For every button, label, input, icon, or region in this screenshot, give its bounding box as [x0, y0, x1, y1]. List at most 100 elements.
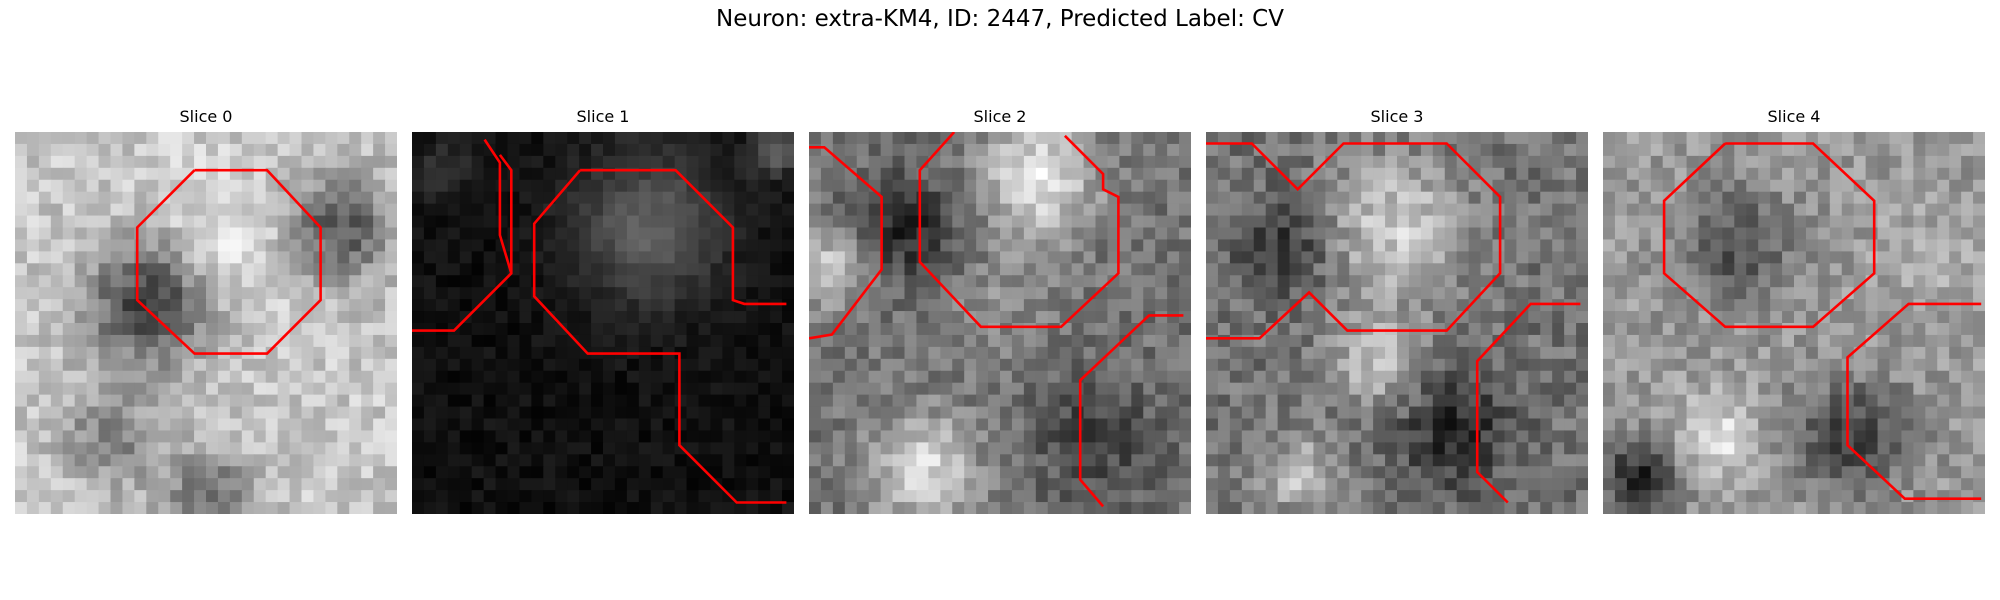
pixel: [1734, 323, 1747, 336]
pixel: [809, 490, 822, 503]
pixel: [122, 490, 135, 503]
pixel: [1698, 454, 1712, 467]
contour-line: [135, 168, 322, 355]
pixel: [1167, 478, 1180, 491]
pixel: [543, 358, 556, 372]
pixel: [567, 334, 580, 348]
pixel: [1865, 143, 1879, 157]
pixel: [928, 418, 941, 432]
pixel: [1408, 454, 1422, 467]
pixel: [844, 311, 858, 324]
pixel: [1576, 346, 1588, 360]
pixel: [134, 311, 147, 324]
pixel: [1385, 287, 1398, 300]
pixel: [1217, 251, 1231, 264]
pixel: [674, 287, 688, 300]
pixel: [1083, 334, 1097, 348]
pixel: [1913, 442, 1926, 455]
pixel: [289, 167, 303, 181]
pixel: [1095, 334, 1109, 348]
pixel: [1841, 346, 1855, 360]
pixel: [603, 179, 616, 193]
pixel: [1853, 251, 1867, 264]
pixel: [134, 143, 147, 157]
pixel: [495, 215, 509, 229]
pixel: [638, 490, 652, 503]
pixel: [832, 132, 846, 145]
pixel: [782, 382, 794, 396]
pixel: [746, 382, 759, 396]
pixel: [1782, 346, 1795, 360]
pixel: [844, 179, 858, 193]
pixel: [674, 382, 688, 396]
pixel: [158, 155, 171, 169]
pixel: [1853, 299, 1867, 312]
pixel: [1626, 287, 1640, 300]
pixel: [1662, 227, 1676, 241]
pixel: [301, 191, 315, 205]
pixel: [1107, 287, 1120, 300]
pixel: [1253, 215, 1267, 229]
pixel: [1047, 311, 1061, 324]
pixel: [579, 478, 592, 491]
pixel: [964, 239, 977, 252]
pixel: [313, 370, 326, 384]
pixel: [26, 346, 40, 360]
pixel: [976, 382, 989, 396]
pixel: [361, 382, 374, 396]
pixel: [86, 490, 100, 503]
pixel: [1746, 203, 1759, 217]
pixel: [856, 358, 870, 372]
pixel: [1973, 370, 1985, 384]
pixel: [519, 346, 532, 360]
pixel: [916, 430, 929, 443]
pixel: [50, 287, 64, 300]
pixel: [1650, 203, 1664, 217]
pixel: [412, 370, 425, 384]
pixel: [603, 323, 616, 336]
pixel: [976, 490, 989, 503]
pixel: [1698, 167, 1712, 181]
pixel: [734, 358, 747, 372]
pixel: [74, 179, 88, 193]
pixel: [447, 263, 461, 276]
pixel: [1023, 490, 1037, 503]
pixel: [1420, 490, 1434, 503]
pixel: [1313, 239, 1326, 252]
pixel: [337, 418, 350, 432]
pixel: [134, 442, 147, 455]
pixel: [1614, 394, 1628, 408]
pixel: [964, 430, 977, 443]
pixel: [674, 334, 688, 348]
pixel: [182, 275, 195, 288]
pixel: [1023, 179, 1037, 193]
pixel: [1492, 239, 1506, 252]
pixel: [1746, 346, 1759, 360]
pixel: [182, 155, 195, 169]
pixel: [1206, 299, 1219, 312]
pixel: [1000, 311, 1013, 324]
pixel: [483, 215, 497, 229]
pixel: [253, 323, 267, 336]
pixel: [603, 203, 616, 217]
pixel: [1000, 502, 1013, 514]
pixel: [1552, 490, 1565, 503]
pixel: [435, 334, 449, 348]
pixel: [1853, 394, 1867, 408]
pixel: [15, 454, 28, 467]
pixel: [1155, 239, 1168, 252]
pixel: [976, 454, 989, 467]
pixel: [277, 155, 291, 169]
pixel: [1913, 370, 1926, 384]
pixel: [373, 502, 386, 514]
pixel: [74, 490, 88, 503]
pixel: [1167, 442, 1180, 455]
pixel: [38, 323, 52, 336]
pixel: [26, 442, 40, 455]
pixel: [1071, 454, 1085, 467]
pixel: [170, 299, 183, 312]
pixel: [1444, 382, 1458, 396]
pixel: [146, 382, 159, 396]
pixel: [543, 155, 556, 169]
pixel: [1023, 155, 1037, 169]
